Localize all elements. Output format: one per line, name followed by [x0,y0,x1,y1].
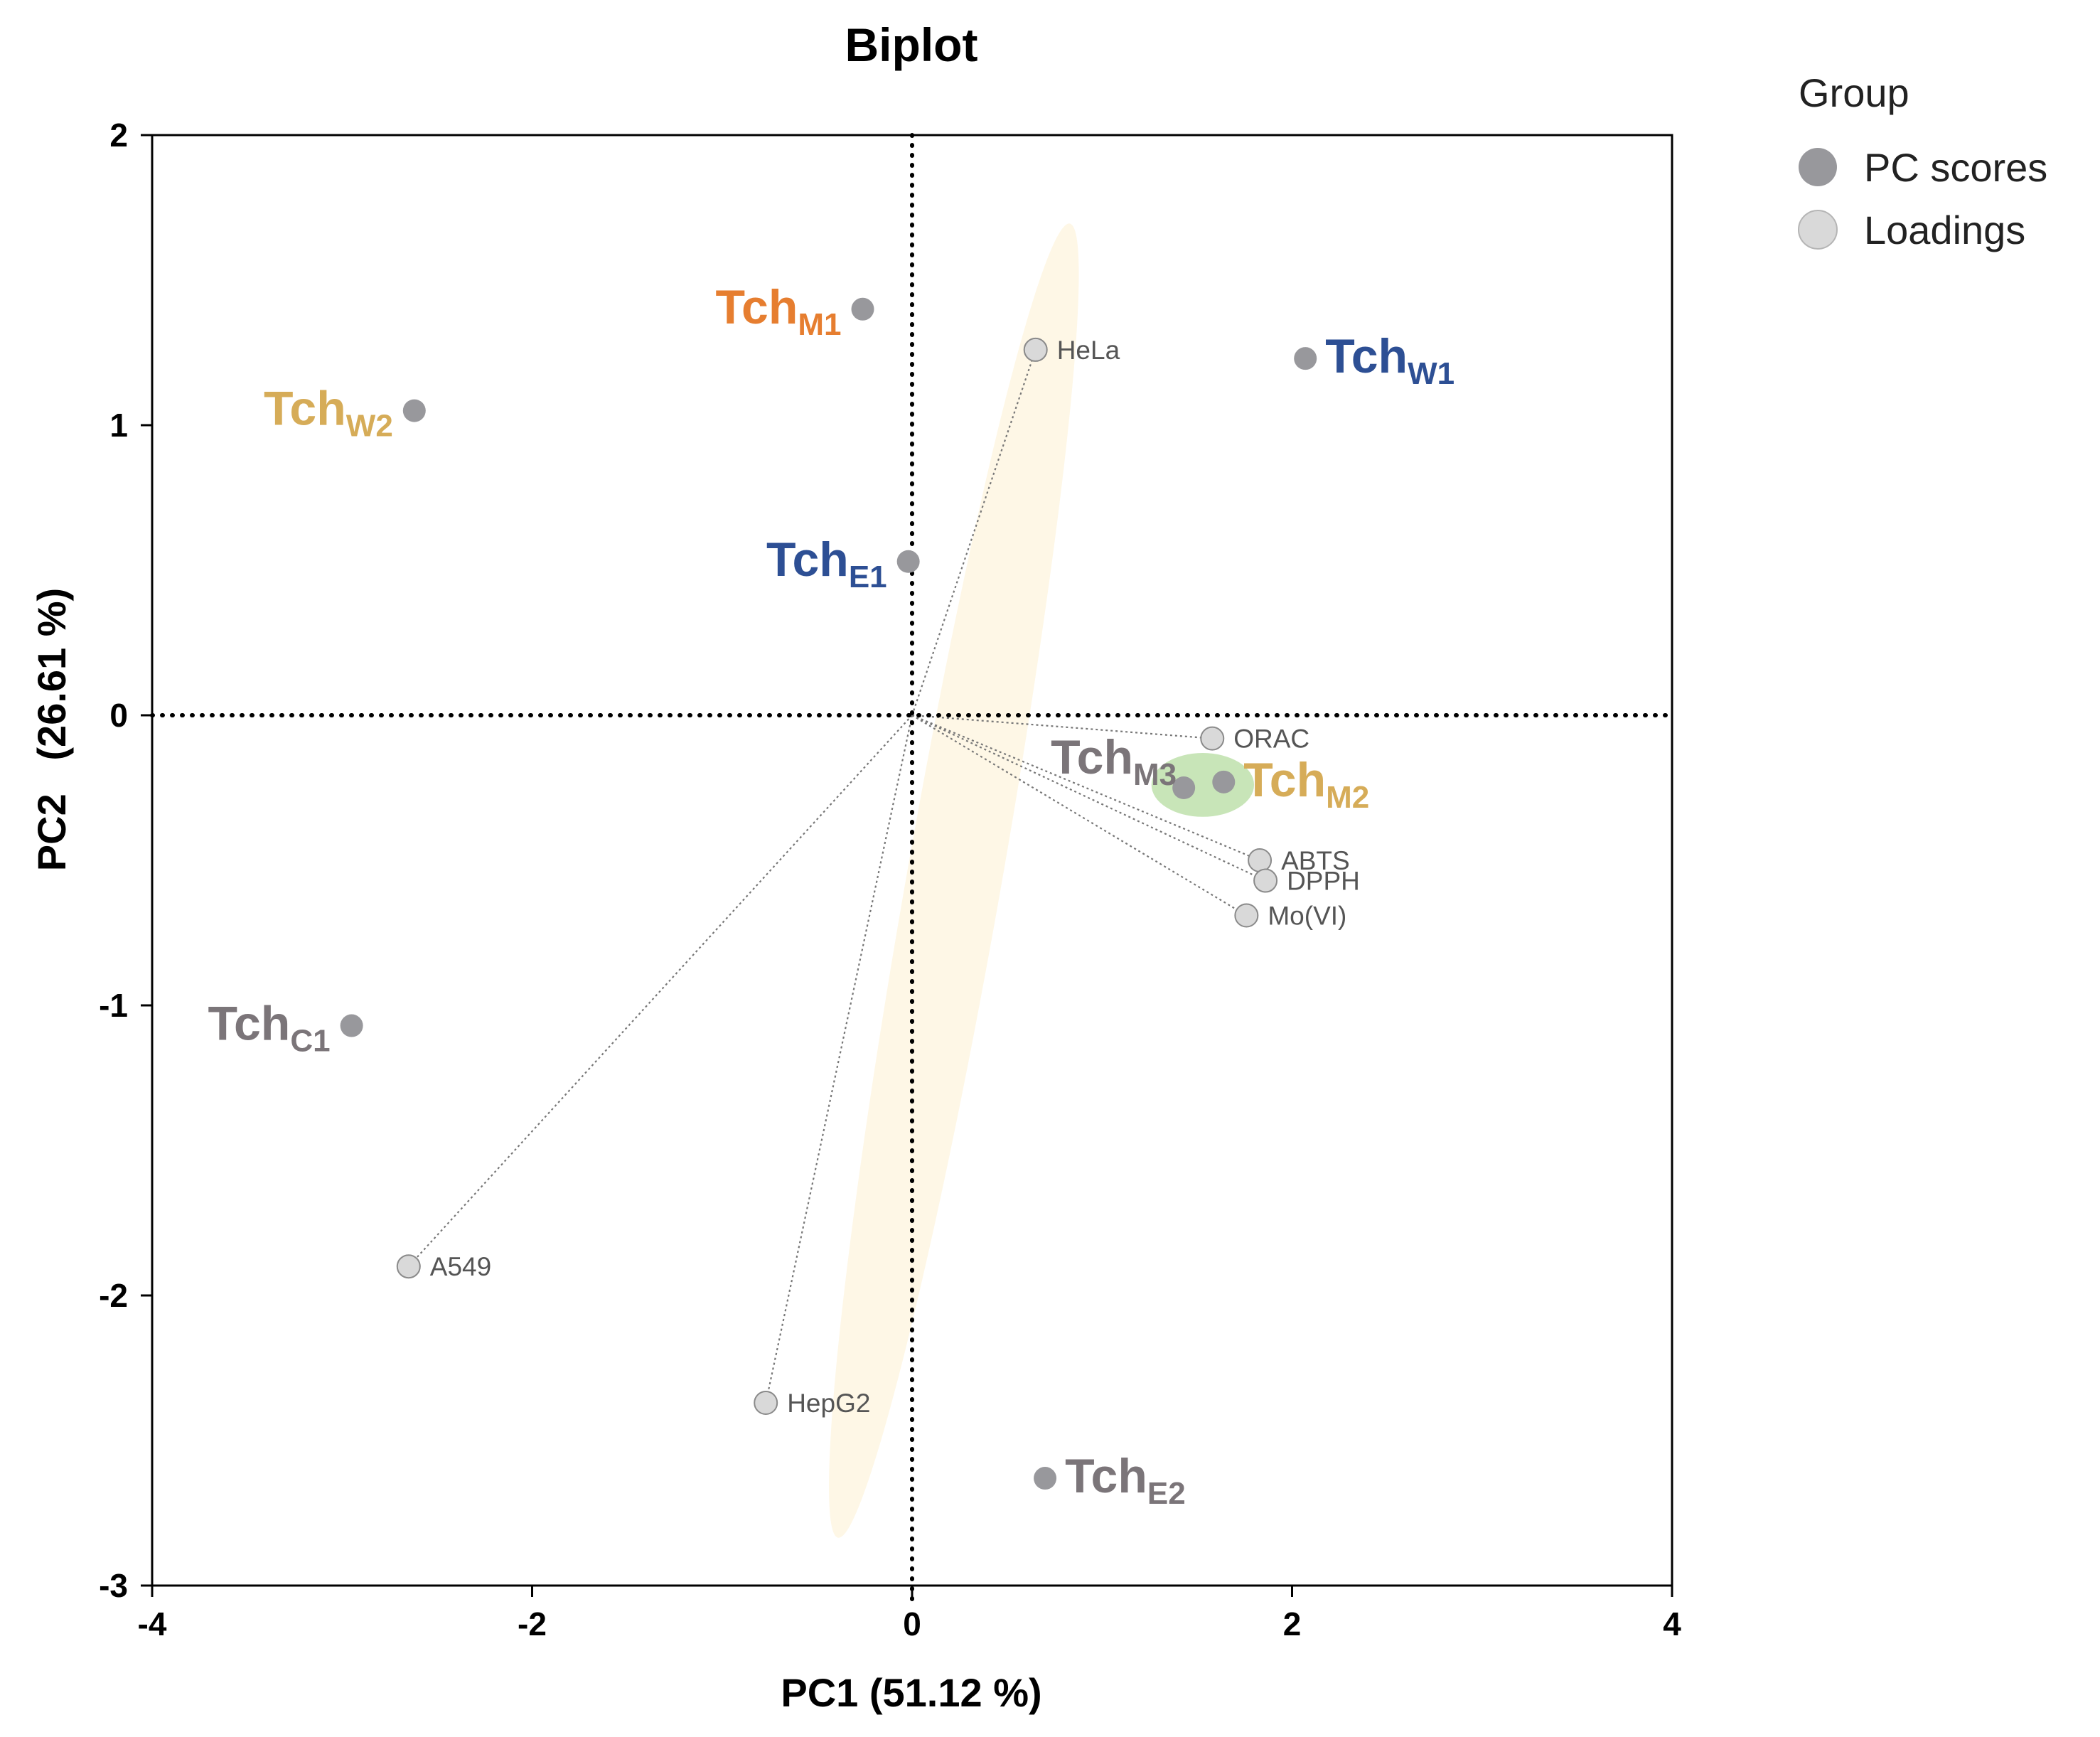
score-label-tchw1: TchW1 [1325,329,1455,391]
loading-point-a549 [396,1254,421,1279]
loading-point-dpph [1253,868,1278,893]
score-point-tche2 [1034,1467,1057,1490]
chart-title: Biplot [845,18,978,71]
y-tick-label: 2 [109,117,128,154]
loading-label-hela: HeLa [1057,336,1120,365]
score-label-tchm1: TchM1 [716,280,842,342]
loading-point-hela [1023,337,1048,362]
legend-label-loadings: Loadings [1864,208,2025,252]
score-point-tchc1 [340,1014,363,1037]
loading-label-abts: ABTS [1281,846,1350,875]
score-point-tchw1 [1294,347,1317,370]
ellipse-layer [829,223,1255,1538]
score-label-tchc1: TchC1 [208,997,331,1059]
loading-point-abts [1248,848,1273,872]
score-point-tchm2 [1212,770,1236,793]
loading-vector-abts [911,714,1260,862]
y-axis-title: PC2 (26.61 %) [29,588,74,871]
score-point-tchw2 [402,399,426,422]
x-axis-title: PC1 (51.12 %) [781,1670,1041,1715]
y-tick-label: 0 [109,697,128,734]
y-tick-label: -1 [99,987,128,1024]
point-layer [340,297,1317,1490]
x-tick-label: -2 [518,1605,547,1642]
score-point-tchm3 [1172,776,1196,799]
confidence-ellipse-cream-group [829,223,1079,1538]
loading-label-movi: Mo(VI) [1268,902,1346,931]
loading-label-a549: A549 [430,1252,491,1281]
loading-vector-layer [407,349,1266,1404]
score-point-tchm1 [851,297,874,321]
loading-vector-movi [911,715,1247,916]
loading-vector-orac [911,714,1213,739]
x-tick-label: 2 [1283,1605,1302,1642]
loading-label-hepg2: HepG2 [787,1389,870,1418]
legend: Group PC scores Loadings [1798,70,2047,252]
score-label-tchm2: TchM2 [1243,753,1369,815]
loading-vector-dpph [911,715,1266,882]
legend-marker-loadings [1798,210,1838,250]
y-tick-label: 1 [109,407,128,444]
loading-point-movi [1234,903,1259,928]
y-tick-label: -2 [99,1277,128,1314]
legend-label-pcscores: PC scores [1864,145,2047,190]
x-tick-label: 0 [903,1605,921,1642]
score-label-tchm3: TchM3 [1051,730,1177,792]
x-tick-label: 4 [1663,1605,1681,1642]
score-point-tche1 [896,550,920,573]
x-tick-label: -4 [138,1605,167,1642]
loading-label-dpph: DPPH [1287,867,1360,896]
score-label-tche2: TchE2 [1065,1449,1186,1511]
score-label-tche1: TchE1 [766,533,887,594]
legend-title: Group [1799,70,1909,115]
y-tick-label: -3 [99,1567,128,1604]
loading-point-orac [1200,726,1225,751]
loading-vector-a549 [407,715,913,1267]
confidence-ellipse-green-group [1151,753,1255,817]
plot-frame-layer: -4 -2 0 2 4 -3 -2 -1 0 1 2 [99,117,1681,1642]
loading-point-hepg2 [754,1390,778,1415]
reference-line-layer [150,133,1674,1602]
legend-marker-pcscores [1799,148,1837,186]
loading-label-orac: ORAC [1233,725,1309,754]
score-label-tchw2: TchW2 [264,382,393,444]
